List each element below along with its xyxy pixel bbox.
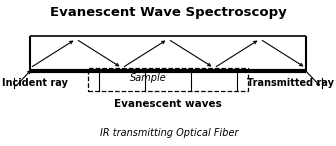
Text: Evanescent waves: Evanescent waves	[114, 99, 222, 109]
Text: Sample: Sample	[130, 73, 166, 83]
Bar	[88, 68, 248, 91]
Bar	[30, 36, 306, 71]
Text: Evanescent Wave Spectroscopy: Evanescent Wave Spectroscopy	[50, 6, 286, 19]
Text: IR transmitting Optical Fiber: IR transmitting Optical Fiber	[100, 128, 239, 138]
Text: Incident ray: Incident ray	[2, 78, 68, 88]
Text: Transmitted ray: Transmitted ray	[247, 78, 334, 88]
